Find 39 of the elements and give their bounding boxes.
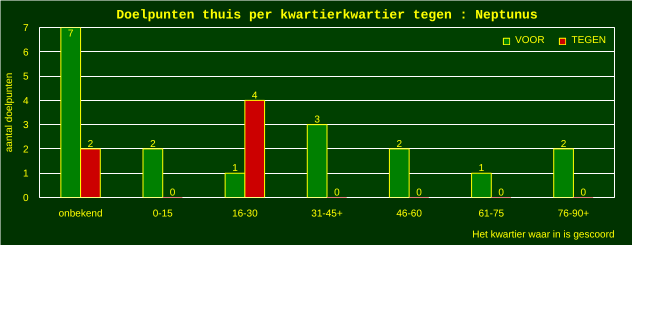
bar bbox=[553, 148, 574, 198]
y-tick-label: 5 bbox=[22, 72, 29, 83]
x-tick-label: 16-30 bbox=[232, 208, 258, 220]
data-label: 3 bbox=[314, 114, 320, 126]
y-axis-title: aantal doelpunten bbox=[4, 72, 15, 152]
bar bbox=[388, 148, 410, 198]
data-label: 7 bbox=[68, 28, 74, 40]
y-tick-label: 1 bbox=[22, 168, 29, 180]
data-label: 0 bbox=[334, 188, 340, 198]
y-tick-label: 3 bbox=[22, 120, 29, 132]
data-label: 2 bbox=[150, 138, 156, 150]
chart-title: Doelpunten thuis per kwartierkwartier tegen : Neptunus bbox=[116, 8, 538, 22]
data-label: 0 bbox=[498, 188, 504, 198]
data-label: 2 bbox=[88, 138, 94, 150]
legend-label: TEGEN bbox=[572, 35, 606, 46]
x-axis-title: Het kwartier waar in is gescoord bbox=[472, 230, 615, 240]
bar bbox=[142, 148, 164, 198]
x-tick-label: 76-90+ bbox=[558, 208, 590, 220]
bar bbox=[306, 124, 328, 198]
data-label: 1 bbox=[232, 163, 238, 174]
data-label: 2 bbox=[560, 138, 567, 150]
x-tick-label: 61-75 bbox=[478, 208, 505, 220]
data-label: 0 bbox=[580, 188, 587, 198]
data-label: 2 bbox=[396, 138, 403, 150]
x-tick-label: 0-15 bbox=[152, 208, 174, 220]
x-tick-label: 46-60 bbox=[396, 208, 422, 220]
data-label: 1 bbox=[478, 163, 485, 174]
y-tick-label: 2 bbox=[22, 144, 29, 156]
y-tick-label: 4 bbox=[22, 96, 29, 107]
y-tick-label: 7 bbox=[22, 23, 29, 34]
y-tick-label: 0 bbox=[22, 193, 29, 204]
data-label: 0 bbox=[170, 188, 176, 198]
x-tick-label: onbekend bbox=[58, 208, 103, 220]
x-tick-label: 31-45+ bbox=[311, 208, 343, 220]
data-label: 0 bbox=[416, 188, 422, 198]
data-label: 4 bbox=[252, 90, 258, 102]
legend-label: VOOR bbox=[515, 35, 545, 46]
y-tick-label: 6 bbox=[22, 47, 29, 58]
bar bbox=[471, 172, 492, 198]
